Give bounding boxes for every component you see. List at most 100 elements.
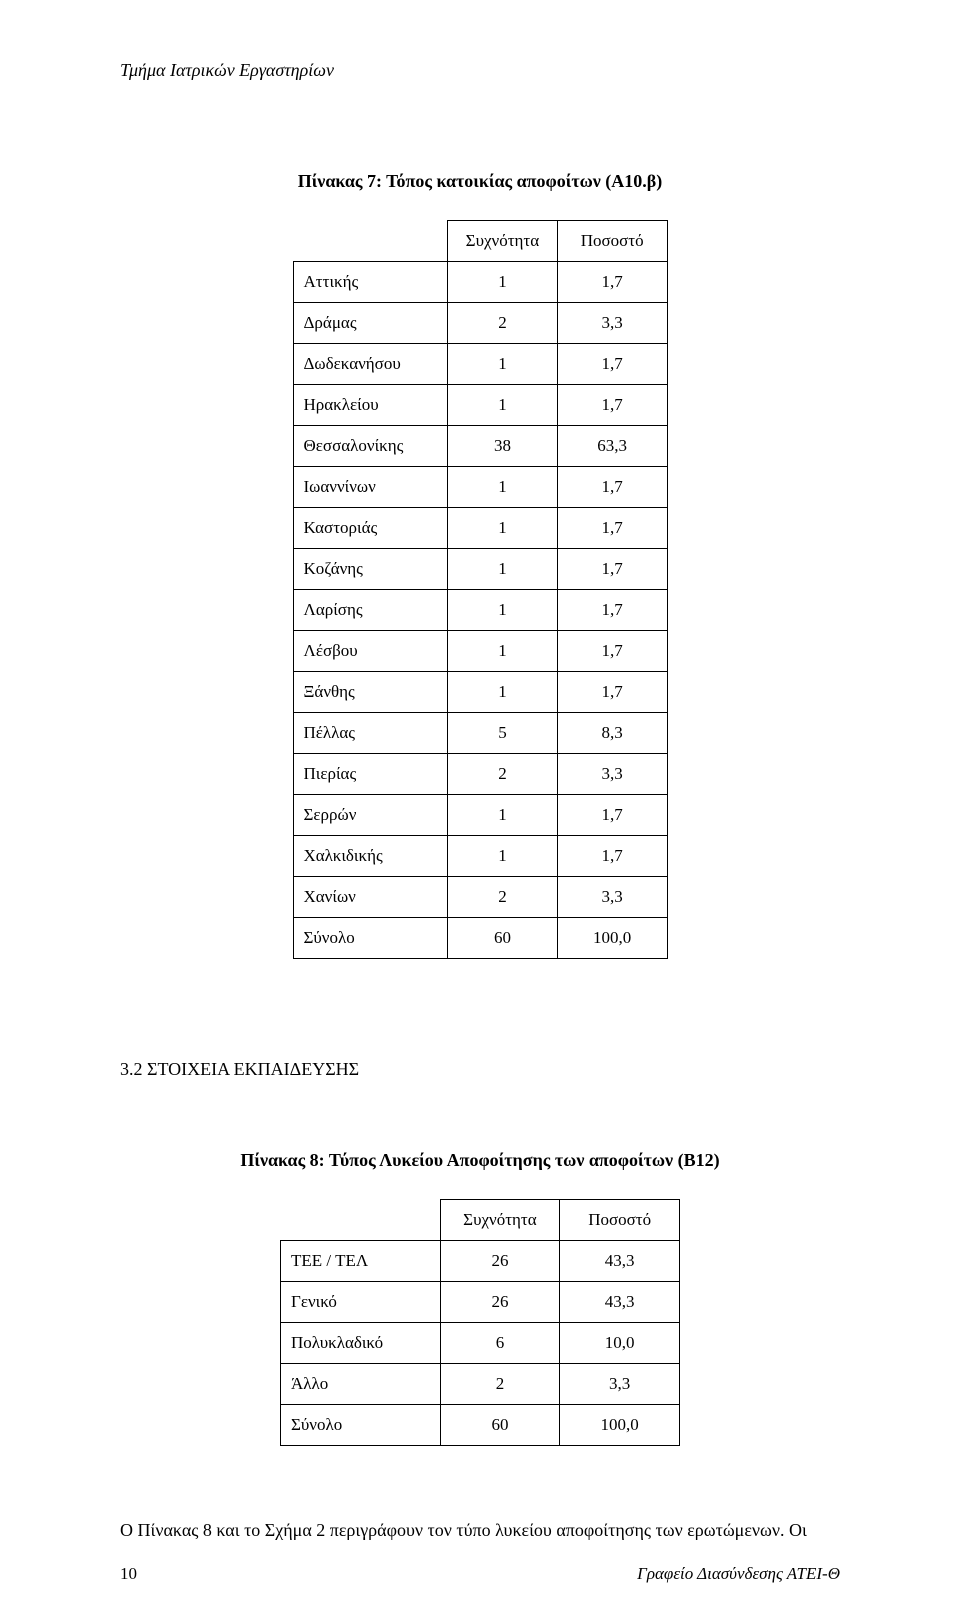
row-freq: 1 — [448, 631, 558, 672]
row-pct: 3,3 — [557, 754, 667, 795]
row-pct: 1,7 — [557, 467, 667, 508]
row-label: Καστοριάς — [293, 508, 448, 549]
row-freq: 1 — [448, 508, 558, 549]
table8-col-freq: Συχνότητα — [440, 1200, 560, 1241]
row-freq: 2 — [440, 1364, 560, 1405]
row-label: Θεσσαλονίκης — [293, 426, 448, 467]
row-freq: 1 — [448, 549, 558, 590]
row-pct: 1,7 — [557, 672, 667, 713]
table7-col-freq: Συχνότητα — [448, 221, 558, 262]
table8-title: Πίνακας 8: Τύπος Λυκείου Αποφοίτησης των… — [120, 1150, 840, 1171]
row-freq: 2 — [448, 877, 558, 918]
row-pct: 43,3 — [560, 1282, 680, 1323]
row-pct: 1,7 — [557, 631, 667, 672]
table7-title: Πίνακας 7: Τόπος κατοικίας αποφοίτων (Α1… — [120, 171, 840, 192]
row-freq: 1 — [448, 836, 558, 877]
table-row: Ιωαννίνων11,7 — [293, 467, 667, 508]
row-pct: 1,7 — [557, 344, 667, 385]
row-label: Αττικής — [293, 262, 448, 303]
row-pct: 1,7 — [557, 795, 667, 836]
table8-empty-cell — [281, 1200, 441, 1241]
row-pct: 1,7 — [557, 549, 667, 590]
table-row: Άλλο23,3 — [281, 1364, 680, 1405]
row-freq: 1 — [448, 262, 558, 303]
department-name: Τμήμα Ιατρικών Εργαστηρίων — [120, 60, 334, 80]
row-freq: 38 — [448, 426, 558, 467]
table-row: Θεσσαλονίκης3863,3 — [293, 426, 667, 467]
row-label: Χανίων — [293, 877, 448, 918]
table-row: Κοζάνης11,7 — [293, 549, 667, 590]
row-freq: 1 — [448, 672, 558, 713]
row-label: Πέλλας — [293, 713, 448, 754]
table-row: Σερρών11,7 — [293, 795, 667, 836]
table-row: Χανίων23,3 — [293, 877, 667, 918]
row-label: Σερρών — [293, 795, 448, 836]
row-pct: 100,0 — [557, 918, 667, 959]
row-pct: 3,3 — [560, 1364, 680, 1405]
row-pct: 1,7 — [557, 385, 667, 426]
table-row: ΤΕΕ / ΤΕΛ2643,3 — [281, 1241, 680, 1282]
table-row: Χαλκιδικής11,7 — [293, 836, 667, 877]
row-label: Λέσβου — [293, 631, 448, 672]
table7: Συχνότητα Ποσοστό Αττικής11,7 Δράμας23,3… — [293, 220, 668, 959]
row-freq: 60 — [448, 918, 558, 959]
table-row: Σύνολο60100,0 — [281, 1405, 680, 1446]
table-row: Γενικό2643,3 — [281, 1282, 680, 1323]
row-label: Γενικό — [281, 1282, 441, 1323]
table-row: Ηρακλείου11,7 — [293, 385, 667, 426]
section-heading: 3.2 ΣΤΟΙΧΕΙΑ ΕΚΠΑΙΔΕΥΣΗΣ — [120, 1059, 840, 1080]
body-paragraph: Ο Πίνακας 8 και το Σχήμα 2 περιγράφουν τ… — [120, 1516, 840, 1545]
row-freq: 2 — [448, 303, 558, 344]
table-row: Πιερίας23,3 — [293, 754, 667, 795]
table7-col-pct: Ποσοστό — [557, 221, 667, 262]
row-pct: 10,0 — [560, 1323, 680, 1364]
table7-empty-cell — [293, 221, 448, 262]
table-row: Πολυκλαδικό610,0 — [281, 1323, 680, 1364]
row-pct: 8,3 — [557, 713, 667, 754]
table-row: Δωδεκανήσου11,7 — [293, 344, 667, 385]
row-pct: 1,7 — [557, 508, 667, 549]
row-label: Λαρίσης — [293, 590, 448, 631]
page-header: Τμήμα Ιατρικών Εργαστηρίων — [120, 60, 840, 81]
row-pct: 1,7 — [557, 262, 667, 303]
row-freq: 1 — [448, 590, 558, 631]
table8: Συχνότητα Ποσοστό ΤΕΕ / ΤΕΛ2643,3 Γενικό… — [280, 1199, 680, 1446]
row-pct: 1,7 — [557, 590, 667, 631]
row-freq: 1 — [448, 344, 558, 385]
row-label: Σύνολο — [281, 1405, 441, 1446]
row-pct: 100,0 — [560, 1405, 680, 1446]
row-label: Χαλκιδικής — [293, 836, 448, 877]
row-freq: 60 — [440, 1405, 560, 1446]
table8-header-row: Συχνότητα Ποσοστό — [281, 1200, 680, 1241]
row-pct: 63,3 — [557, 426, 667, 467]
table8-wrapper: Συχνότητα Ποσοστό ΤΕΕ / ΤΕΛ2643,3 Γενικό… — [120, 1199, 840, 1446]
row-label: Ηρακλείου — [293, 385, 448, 426]
row-label: Άλλο — [281, 1364, 441, 1405]
row-freq: 26 — [440, 1282, 560, 1323]
table-row: Λέσβου11,7 — [293, 631, 667, 672]
row-label: ΤΕΕ / ΤΕΛ — [281, 1241, 441, 1282]
table-row: Πέλλας58,3 — [293, 713, 667, 754]
page-number: 10 — [120, 1564, 137, 1584]
row-label: Ξάνθης — [293, 672, 448, 713]
row-label: Σύνολο — [293, 918, 448, 959]
row-freq: 1 — [448, 795, 558, 836]
row-freq: 1 — [448, 385, 558, 426]
table-row: Σύνολο60100,0 — [293, 918, 667, 959]
table7-wrapper: Συχνότητα Ποσοστό Αττικής11,7 Δράμας23,3… — [120, 220, 840, 959]
table8-col-pct: Ποσοστό — [560, 1200, 680, 1241]
row-pct: 3,3 — [557, 303, 667, 344]
row-label: Δράμας — [293, 303, 448, 344]
row-label: Πιερίας — [293, 754, 448, 795]
row-freq: 2 — [448, 754, 558, 795]
row-label: Κοζάνης — [293, 549, 448, 590]
table-row: Λαρίσης11,7 — [293, 590, 667, 631]
row-freq: 6 — [440, 1323, 560, 1364]
footer-org: Γραφείο Διασύνδεσης ΑΤΕΙ-Θ — [637, 1564, 840, 1584]
page-footer: 10 Γραφείο Διασύνδεσης ΑΤΕΙ-Θ — [120, 1564, 840, 1584]
table-row: Ξάνθης11,7 — [293, 672, 667, 713]
table7-header-row: Συχνότητα Ποσοστό — [293, 221, 667, 262]
row-freq: 26 — [440, 1241, 560, 1282]
row-pct: 43,3 — [560, 1241, 680, 1282]
row-label: Ιωαννίνων — [293, 467, 448, 508]
